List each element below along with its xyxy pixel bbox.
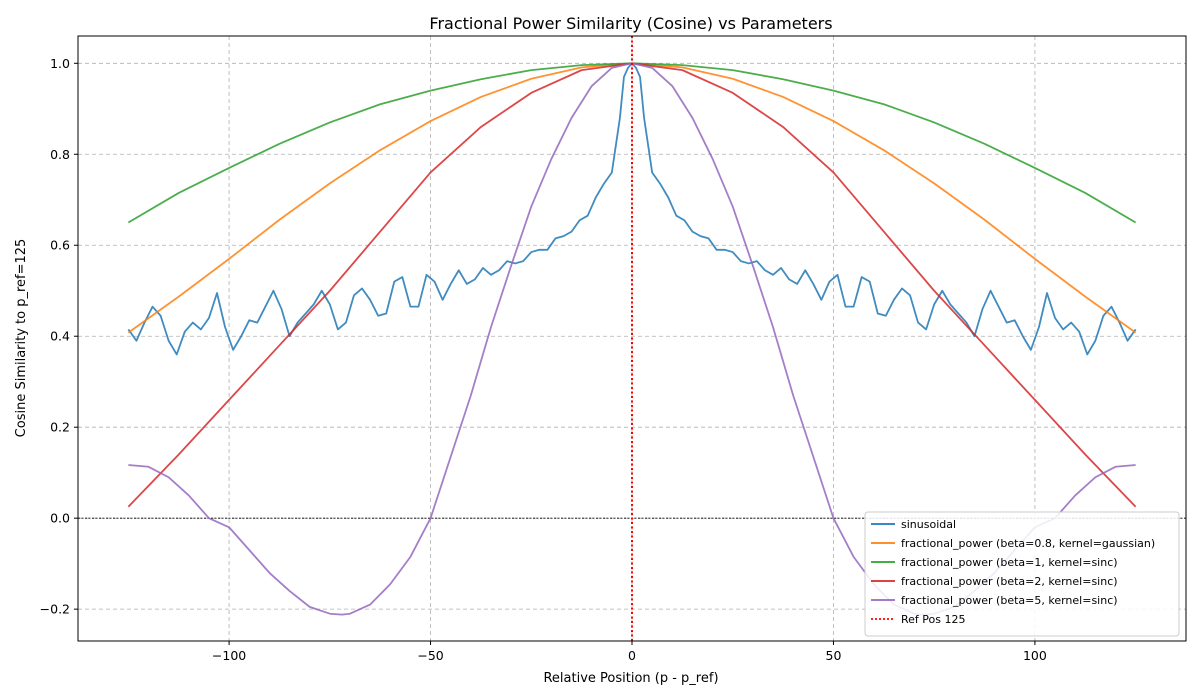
y-tick-label-5: 0.8 [50,147,70,162]
x-axis-label: Relative Position (p - p_ref) [543,671,718,686]
x-tick-label-1: −50 [417,648,443,663]
legend-label-0: sinusoidal [901,518,956,531]
y-tick-label-3: 0.4 [50,329,70,344]
y-axis-label: Cosine Similarity to p_ref=125 [14,239,29,438]
y-tick-label-0: −0.2 [40,602,70,617]
chart-title: Fractional Power Similarity (Cosine) vs … [429,14,832,33]
y-tick-label-6: 1.0 [50,56,70,71]
legend-label-1: fractional_power (beta=0.8, kernel=gauss… [901,537,1155,550]
x-tick-label-2: 0 [628,648,636,663]
y-tick-label-4: 0.6 [50,238,70,253]
x-tick-label-3: 50 [826,648,842,663]
legend-label-2: fractional_power (beta=1, kernel=sinc) [901,556,1118,569]
x-tick-label-0: −100 [212,648,246,663]
legend: sinusoidal fractional_power (beta=0.8, ke… [864,511,1180,637]
axis-ticks: −100 −50 0 50 100 −0.2 0.0 0.2 0.4 0.6 0.8 1.0 [40,56,1047,663]
x-tick-label-4: 100 [1023,648,1047,663]
legend-label-3: fractional_power (beta=2, kernel=sinc) [901,575,1118,588]
y-tick-label-1: 0.0 [50,511,70,526]
legend-box [864,511,1180,637]
legend-label-5: Ref Pos 125 [901,613,965,626]
y-tick-label-2: 0.2 [50,420,70,435]
legend-label-4: fractional_power (beta=5, kernel=sinc) [901,594,1118,607]
